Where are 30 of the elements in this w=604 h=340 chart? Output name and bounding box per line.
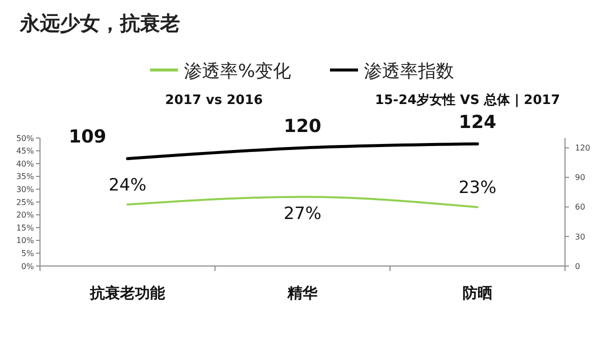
y2-tick-label: 90 <box>575 173 586 182</box>
y2-tick-label: 0 <box>575 262 580 271</box>
chart-subtitle: 2017 vs 2016 <box>165 93 263 108</box>
text: 15-24岁女性 VS 总体 | 2017 <box>374 92 560 108</box>
data-label: 24% <box>108 176 146 196</box>
y2-tick-label: 120 <box>575 144 590 153</box>
y-tick-label: 35% <box>16 172 34 182</box>
data-label: 23% <box>458 178 496 198</box>
x-tick-label: 精华 <box>286 284 318 302</box>
y-tick-label: 30% <box>16 185 34 194</box>
y-tick-label: 5% <box>21 249 34 258</box>
data-label: 120 <box>284 116 322 137</box>
data-label: 27% <box>284 204 322 224</box>
y-tick-label: 25% <box>16 198 34 207</box>
y-tick-label: 0% <box>21 262 34 271</box>
x-tick-label: 抗衰老功能 <box>89 284 166 302</box>
y-tick-label: 20% <box>16 210 34 220</box>
y-tick-label: 50% <box>16 134 34 143</box>
chart-title: 永远少女，抗衰老 <box>19 11 180 35</box>
data-label: 124 <box>458 112 496 133</box>
y2-tick-label: 30 <box>575 232 586 242</box>
y-tick-label: 15% <box>16 223 34 232</box>
y2-tick-label: 60 <box>575 202 586 212</box>
legend-label: 渗透率%变化 <box>184 61 292 82</box>
y-tick-label: 10% <box>16 236 34 246</box>
y-tick-label: 40% <box>16 159 34 168</box>
legend-label: 渗透率指数 <box>364 61 454 82</box>
data-label: 109 <box>68 126 106 148</box>
x-tick-label: 防晒 <box>462 284 492 302</box>
y-tick-label: 45% <box>16 146 34 156</box>
